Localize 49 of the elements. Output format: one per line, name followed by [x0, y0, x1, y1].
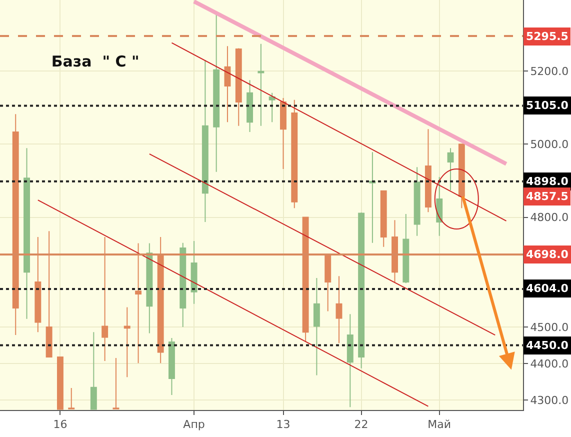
candlestick: [168, 337, 175, 396]
candlestick: [380, 190, 387, 248]
x-tick-label: 13: [276, 418, 290, 432]
candlestick: [146, 242, 153, 334]
candlestick: [402, 213, 410, 284]
x-tick-label: 16: [53, 418, 68, 432]
candlestick: [213, 13, 220, 172]
ref-line-label: 4698.0: [526, 248, 569, 261]
candlestick: [291, 99, 298, 209]
candlestick: [190, 240, 198, 304]
candlestick: [235, 48, 242, 126]
candlestick: [56, 356, 64, 410]
candlestick: [436, 176, 443, 236]
candlestick: [112, 358, 120, 410]
candlestick: [202, 59, 208, 223]
candlestick: [414, 166, 420, 236]
y-tick-label: 4300.0: [530, 394, 569, 407]
candlestick: [313, 277, 320, 376]
ref-line-label: 5295.5: [526, 30, 568, 43]
candlestick: [458, 144, 465, 209]
y-tick-label: 4800.0: [530, 211, 569, 224]
y-tick-label: 4500.0: [530, 320, 569, 334]
candlestick: [224, 46, 231, 123]
x-tick-label: 22: [354, 418, 368, 432]
candlestick: [180, 242, 186, 328]
candlestick: [246, 80, 254, 133]
candlestick: [90, 332, 97, 410]
candlestick: [280, 98, 286, 170]
candlestick: [124, 306, 130, 378]
ref-line-label: 4898.0: [526, 175, 569, 188]
candlestick: [258, 43, 264, 126]
y-tick-label: 5000.0: [530, 138, 569, 151]
candlestick: [268, 92, 276, 123]
ref-line-label: 5105.0: [526, 99, 569, 112]
y-tick-label: 5200.0: [530, 64, 569, 78]
candlestick: [336, 276, 342, 344]
ref-line-label: 4450.0: [526, 339, 569, 352]
x-tick-label: Апр: [183, 418, 205, 432]
candlestick: [447, 148, 454, 191]
y-tick-label: 4400.0: [530, 357, 569, 370]
text: База " С ": [51, 52, 140, 70]
candlestick: [369, 152, 376, 244]
candlestick: [346, 314, 354, 408]
x-tick-label: Май: [428, 418, 452, 432]
candlestick: [24, 148, 30, 320]
candlestick: [68, 388, 75, 410]
candlestick: [424, 128, 432, 213]
text: 4857.5: [526, 190, 568, 203]
ref-line-label: 4604.0: [526, 282, 569, 295]
